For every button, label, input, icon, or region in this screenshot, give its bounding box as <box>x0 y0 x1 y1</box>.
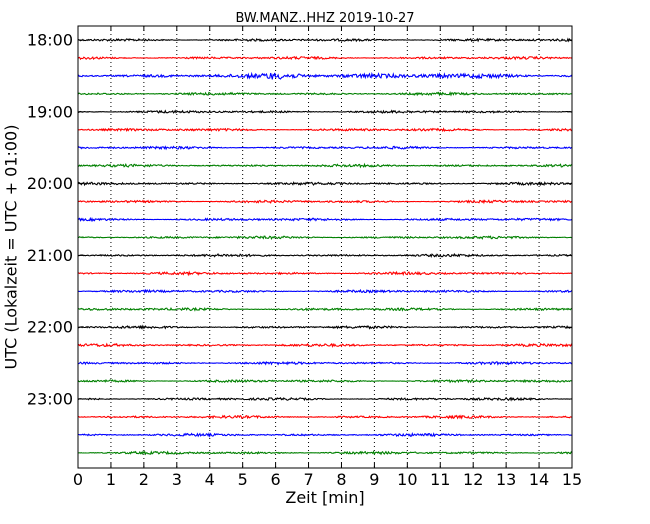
x-tick-label: 9 <box>369 470 379 489</box>
seismogram-trace <box>77 432 573 438</box>
seismogram-trace <box>77 396 573 402</box>
y-tick-label: 20:00 <box>27 174 73 193</box>
seismogram-trace <box>77 235 573 241</box>
x-tick-label: 1 <box>106 470 116 489</box>
seismogram-trace <box>77 306 573 312</box>
seismogram-trace <box>77 360 573 366</box>
x-tick-label: 0 <box>73 470 83 489</box>
plot-frame <box>77 25 573 469</box>
seismogram-trace <box>77 450 573 456</box>
seismogram-trace <box>77 109 573 114</box>
y-axis-label: UTC (Lokalzeit = UTC + 01:00) <box>1 124 21 370</box>
seismogram-trace <box>77 91 573 97</box>
seismogram-trace <box>77 288 573 294</box>
x-tick-label: 4 <box>205 470 215 489</box>
seismogram-trace <box>77 162 573 169</box>
x-tick-label: 15 <box>562 470 582 489</box>
seismogram-trace <box>77 216 573 223</box>
seismogram-trace <box>77 378 573 384</box>
x-tick-label: 5 <box>238 470 248 489</box>
x-tick-label: 13 <box>496 470 516 489</box>
seismogram-trace <box>77 414 573 420</box>
x-tick-label: 2 <box>139 470 149 489</box>
x-tick-label: 11 <box>430 470 450 489</box>
seismogram-trace <box>77 127 573 133</box>
seismogram-trace <box>77 181 573 187</box>
seismogram-trace <box>77 324 573 330</box>
seismogram-trace <box>77 270 573 277</box>
seismogram-trace <box>77 145 573 151</box>
seismogram-trace <box>77 55 573 61</box>
x-tick-label: 10 <box>397 470 417 489</box>
y-tick-label: 22:00 <box>27 318 73 337</box>
seismogram-trace <box>77 71 573 80</box>
x-axis-label: Zeit [min] <box>285 488 365 507</box>
x-tick-label: 7 <box>303 470 313 489</box>
x-tick-label: 6 <box>271 470 281 489</box>
chart-title: BW.MANZ..HHZ 2019-10-27 <box>235 11 415 26</box>
y-tick-label: 18:00 <box>27 31 73 50</box>
y-tick-label: 19:00 <box>27 102 73 121</box>
x-tick-label: 8 <box>336 470 346 489</box>
y-tick-label: 23:00 <box>27 390 73 409</box>
y-tick-label: 21:00 <box>27 246 73 265</box>
seismogram-trace <box>77 342 573 348</box>
seismogram-trace <box>77 37 573 43</box>
seismogram-trace <box>77 252 573 259</box>
seismogram-trace <box>77 199 573 205</box>
x-tick-label: 3 <box>172 470 182 489</box>
x-tick-label: 12 <box>463 470 483 489</box>
x-tick-label: 14 <box>529 470 549 489</box>
